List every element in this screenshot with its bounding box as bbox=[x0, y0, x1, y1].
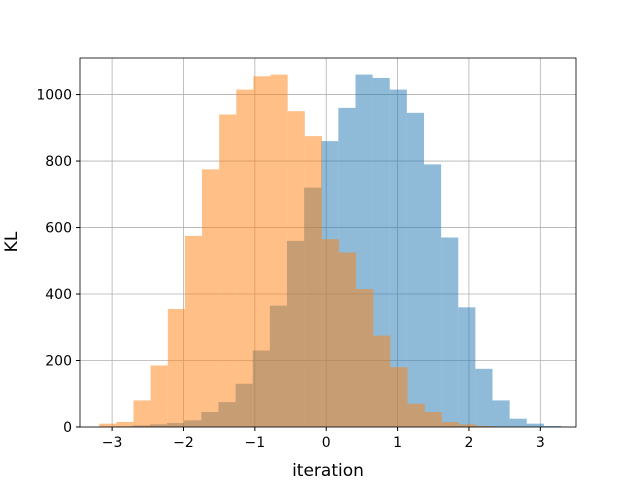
histogram-bar-s1-0 bbox=[99, 423, 117, 427]
histogram-bar-s1-18 bbox=[407, 403, 425, 427]
y-tick-label-1: 200 bbox=[45, 354, 72, 370]
x-tick-label-1: −2 bbox=[173, 435, 194, 451]
x-tick-label-6: 3 bbox=[536, 435, 545, 451]
y-tick-label-2: 400 bbox=[45, 287, 72, 303]
histogram-bar-s1-1 bbox=[116, 422, 134, 427]
histogram-bar-s0-20 bbox=[458, 307, 476, 427]
x-tick-label-0: −3 bbox=[102, 435, 123, 451]
histogram-bar-s1-12 bbox=[304, 136, 322, 427]
histogram-bar-s1-3 bbox=[150, 365, 168, 427]
y-tick-label-4: 800 bbox=[45, 154, 72, 170]
histogram-bar-s0-16 bbox=[389, 89, 407, 427]
y-axis: 0 200 400 600 800 1000 bbox=[36, 88, 80, 436]
histogram-bar-s1-11 bbox=[287, 111, 305, 428]
histogram-bar-s1-22 bbox=[476, 426, 494, 427]
histogram-bar-s0-23 bbox=[509, 418, 527, 427]
histogram-bar-s1-4 bbox=[167, 308, 185, 427]
histogram-bar-s1-21 bbox=[458, 424, 477, 427]
x-tick-label-4: 1 bbox=[393, 435, 402, 451]
x-tick-label-5: 2 bbox=[464, 435, 473, 451]
x-axis-label: iteration bbox=[292, 461, 364, 480]
histogram-bar-s0-25 bbox=[543, 426, 562, 427]
x-tick-label-2: −1 bbox=[245, 435, 266, 451]
x-axis: −3 −2 −1 0 1 2 3 bbox=[102, 427, 545, 451]
histogram-bar-s0-24 bbox=[526, 423, 544, 427]
histogram-bar-s1-8 bbox=[236, 89, 254, 427]
histogram-bar-s1-17 bbox=[390, 367, 408, 427]
x-tick-label-3: 0 bbox=[322, 435, 331, 451]
histogram-bar-s1-6 bbox=[202, 169, 220, 427]
histogram-bar-s1-7 bbox=[219, 114, 237, 427]
histogram-bar-s0-19 bbox=[441, 237, 459, 427]
bars bbox=[99, 74, 562, 428]
histogram-bar-s1-9 bbox=[253, 76, 271, 427]
histogram-bar-s1-14 bbox=[339, 252, 357, 427]
y-tick-label-5: 1000 bbox=[36, 88, 72, 104]
y-tick-label-0: 0 bbox=[63, 420, 72, 436]
histogram-bar-s1-16 bbox=[373, 335, 391, 427]
histogram-bar-s0-17 bbox=[406, 112, 424, 427]
plot-frame bbox=[79, 57, 577, 428]
y-tick-label-3: 600 bbox=[45, 221, 72, 237]
histogram-bar-s0-22 bbox=[492, 400, 510, 427]
histogram-bar-s1-19 bbox=[424, 412, 442, 427]
histogram-bar-s1-2 bbox=[133, 400, 151, 427]
y-axis-label: KL bbox=[2, 231, 22, 252]
histogram-bar-s1-10 bbox=[270, 74, 288, 428]
histogram-bar-s1-13 bbox=[321, 239, 340, 427]
histogram-bar-s0-21 bbox=[475, 368, 493, 427]
histogram-bar-s1-15 bbox=[356, 289, 374, 427]
histogram-bar-s1-5 bbox=[184, 235, 203, 427]
histogram-bar-s1-20 bbox=[441, 422, 459, 427]
histogram-bar-s0-18 bbox=[423, 164, 442, 428]
